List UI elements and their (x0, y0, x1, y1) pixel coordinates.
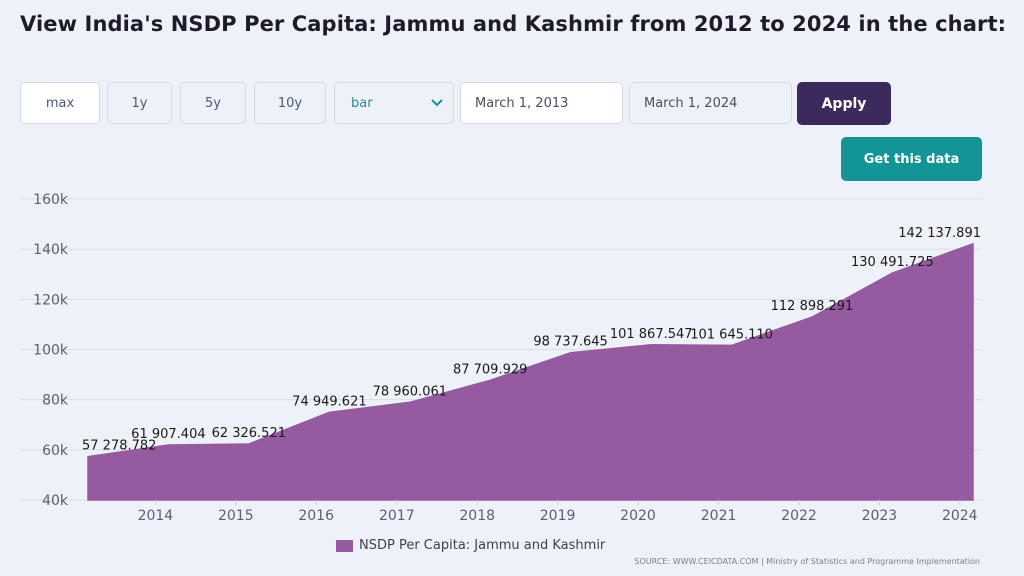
range-10y-button[interactable]: 10y (254, 82, 326, 124)
chevron-down-icon (431, 99, 443, 107)
date-from-input[interactable]: March 1, 2013 (460, 82, 623, 124)
data-label: 74 949.621 (292, 394, 366, 409)
y-tick-label: 40k (42, 493, 69, 509)
y-tick-label: 160k (33, 192, 69, 208)
data-label: 130 491.725 (851, 255, 934, 270)
legend-swatch (336, 539, 353, 552)
get-data-button[interactable]: Get this data (841, 137, 982, 181)
x-tick-label: 2014 (138, 508, 174, 524)
source-note: SOURCE: WWW.CEICDATA.COM | Ministry of S… (634, 557, 980, 566)
range-max-button[interactable]: max (20, 82, 100, 124)
data-label: 101 867.547 (610, 327, 693, 342)
chart-legend[interactable]: NSDP Per Capita: Jammu and Kashmir (336, 538, 605, 553)
data-label: 57 278.782 (82, 439, 156, 454)
data-label: 78 960.061 (373, 384, 447, 399)
y-tick-label: 60k (42, 443, 69, 459)
range-5y-button[interactable]: 5y (180, 82, 246, 124)
x-tick-label: 2024 (942, 508, 978, 524)
y-tick-label: 120k (33, 292, 69, 308)
data-label: 112 898.291 (771, 299, 854, 314)
data-label: 101 645.110 (690, 327, 773, 342)
y-tick-label: 100k (33, 343, 69, 359)
date-to-input[interactable]: March 1, 2024 (629, 82, 792, 124)
x-tick-label: 2017 (379, 508, 415, 524)
data-label: 142 137.891 (898, 226, 981, 241)
apply-button[interactable]: Apply (797, 82, 891, 125)
data-label: 98 737.645 (533, 335, 607, 350)
x-tick-label: 2015 (218, 508, 254, 524)
range-1y-button[interactable]: 1y (107, 82, 172, 124)
chart-type-value: bar (351, 95, 373, 111)
x-tick-label: 2019 (540, 508, 576, 524)
data-label: 61 907.404 (131, 427, 205, 442)
x-tick-label: 2022 (781, 508, 817, 524)
legend-label: NSDP Per Capita: Jammu and Kashmir (359, 538, 606, 553)
y-tick-label: 140k (33, 242, 69, 258)
data-label: 87 709.929 (453, 362, 527, 377)
x-tick-label: 2016 (298, 508, 334, 524)
chart-type-select[interactable]: bar (334, 82, 454, 124)
x-tick-label: 2018 (459, 508, 495, 524)
page-title: View India's NSDP Per Capita: Jammu and … (20, 12, 1007, 36)
data-label: 62 326.521 (212, 426, 286, 441)
x-tick-label: 2021 (701, 508, 737, 524)
y-tick-label: 80k (42, 393, 69, 409)
x-tick-label: 2020 (620, 508, 656, 524)
x-tick-label: 2023 (862, 508, 898, 524)
series-area[interactable] (87, 242, 974, 501)
